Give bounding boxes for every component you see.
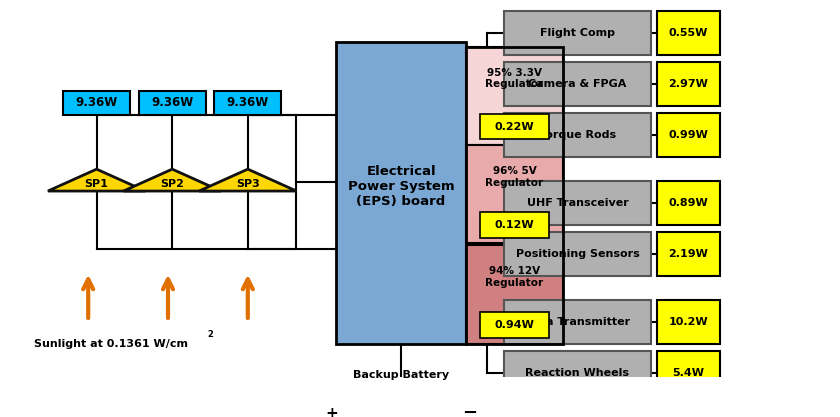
Bar xyxy=(63,90,130,115)
Bar xyxy=(657,232,720,276)
Text: Electrical
Power System
(EPS) board: Electrical Power System (EPS) board xyxy=(348,165,454,208)
Bar xyxy=(466,146,563,244)
Bar xyxy=(504,11,651,55)
Text: Camera & FPGA: Camera & FPGA xyxy=(528,79,627,89)
Text: UHF Transceiver: UHF Transceiver xyxy=(527,198,628,208)
Text: 0.12W: 0.12W xyxy=(495,220,534,230)
Bar xyxy=(657,113,720,157)
Text: SP2: SP2 xyxy=(160,179,184,189)
Text: 2.19W: 2.19W xyxy=(669,249,708,259)
Text: Reaction Wheels: Reaction Wheels xyxy=(526,368,629,378)
Bar xyxy=(504,351,651,394)
Text: 9.36W: 9.36W xyxy=(227,96,269,109)
Bar xyxy=(657,351,720,394)
Bar xyxy=(504,181,651,225)
Bar xyxy=(480,114,549,139)
Bar xyxy=(504,300,651,344)
Bar xyxy=(504,62,651,106)
Text: 94% 12V
Regulator: 94% 12V Regulator xyxy=(486,266,543,288)
Text: SP3: SP3 xyxy=(236,179,260,189)
Text: 0.22W: 0.22W xyxy=(495,122,534,132)
Text: 95% 3.3V
Regulator: 95% 3.3V Regulator xyxy=(486,68,543,89)
Bar xyxy=(466,245,563,344)
Polygon shape xyxy=(199,169,297,191)
Text: 0.55W: 0.55W xyxy=(669,28,708,38)
Bar xyxy=(480,212,549,238)
Bar xyxy=(214,90,281,115)
Text: 0.99W: 0.99W xyxy=(669,130,708,140)
Text: SP1: SP1 xyxy=(85,179,108,189)
Text: Flight Comp: Flight Comp xyxy=(540,28,615,38)
Bar xyxy=(657,300,720,344)
Bar xyxy=(336,42,466,344)
Text: Backup Battery: Backup Battery xyxy=(353,370,449,380)
Polygon shape xyxy=(123,169,221,191)
Text: 0.94W: 0.94W xyxy=(495,320,534,330)
Bar xyxy=(657,62,720,106)
Text: 10.2W: 10.2W xyxy=(669,317,708,327)
Text: 2: 2 xyxy=(207,329,213,339)
Text: 96% 5V
Regulator: 96% 5V Regulator xyxy=(486,166,543,188)
Text: 9.36W: 9.36W xyxy=(76,96,118,109)
Text: Sunlight at 0.1361 W/cm: Sunlight at 0.1361 W/cm xyxy=(34,339,187,349)
Bar xyxy=(504,232,651,276)
Text: +: + xyxy=(325,406,338,417)
Bar xyxy=(480,312,549,338)
Text: 0.89W: 0.89W xyxy=(669,198,708,208)
Text: 5.4W: 5.4W xyxy=(672,368,705,378)
Text: 9.36W: 9.36W xyxy=(151,96,193,109)
Text: Data Transmitter: Data Transmitter xyxy=(524,317,631,327)
Bar xyxy=(466,47,563,146)
Bar xyxy=(657,11,720,55)
Text: −: − xyxy=(462,404,478,417)
Bar xyxy=(466,47,563,344)
Bar xyxy=(139,90,206,115)
Bar xyxy=(504,113,651,157)
Text: Torque Rods: Torque Rods xyxy=(539,130,616,140)
Bar xyxy=(657,181,720,225)
Text: 2.97W: 2.97W xyxy=(669,79,708,89)
Text: Positioning Sensors: Positioning Sensors xyxy=(516,249,639,259)
Polygon shape xyxy=(48,169,145,191)
